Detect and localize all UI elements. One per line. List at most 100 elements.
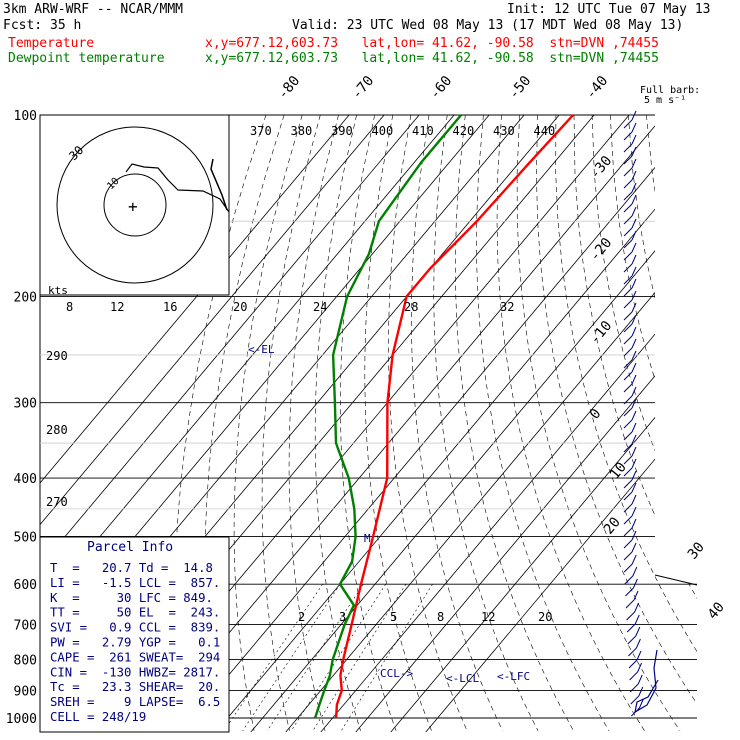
theta-low-label: 290: [46, 349, 68, 363]
isotherm-label: -70: [349, 73, 378, 103]
wind-barb: [623, 143, 633, 153]
isotherm-line: [390, 115, 697, 732]
wind-barb-feather: [631, 242, 637, 253]
theta-label: 410: [412, 124, 434, 138]
hodo-speed-label: 28: [404, 300, 418, 314]
wind-barb: [623, 359, 633, 369]
mixing-ratio-label: 2: [298, 610, 305, 624]
wind-barb-feather: [631, 422, 637, 433]
wind-barb: [623, 347, 633, 357]
barb-legend-title: Full barb:: [640, 85, 701, 96]
parcel-info-row: T = 20.7 Td = 14.8: [50, 561, 213, 575]
wind-barb: [623, 167, 633, 177]
wind-barb: [628, 659, 638, 669]
theta-label: 420: [453, 124, 475, 138]
pressure-tick-label: 100: [14, 109, 37, 124]
wind-barb: [623, 299, 633, 309]
wind-barb: [626, 611, 635, 621]
isotherm-label: 0: [587, 406, 605, 423]
isotherm-line: [40, 115, 385, 732]
isotherm-line: [40, 115, 455, 732]
wind-barb-feather: [631, 386, 637, 397]
wind-barb: [623, 215, 633, 225]
wind-barb: [629, 671, 638, 681]
lfc-m-marker: M: [364, 532, 371, 545]
theta-label: 430: [493, 124, 515, 138]
wind-barb-feather: [631, 254, 637, 265]
wind-barb-feather: [631, 134, 637, 145]
wind-barb: [623, 407, 633, 417]
valid-time: Valid: 23 UTC Wed 08 May 13 (17 MDT Wed …: [292, 18, 684, 33]
wind-barb-feather: [634, 602, 640, 613]
theta-label: 440: [534, 124, 556, 138]
wind-barb: [623, 479, 633, 489]
dry-adiabat-line: [340, 115, 397, 731]
dewpoint-line: [313, 114, 463, 719]
isotherm-label: -60: [427, 73, 456, 103]
temperature-location: x,y=677.12,603.73 lat,lon= 41.62, -90.58…: [205, 36, 659, 51]
theta-low-label: 280: [46, 423, 68, 437]
isotherm-label: -20: [587, 235, 616, 265]
isotherm-line: [145, 115, 665, 732]
wind-barb-feather: [637, 662, 643, 673]
parcel-info-row: SVI = 0.9 CCL = 839.: [50, 621, 220, 635]
wind-barb-feather: [631, 542, 637, 553]
dry-adiabat-line: [261, 115, 321, 731]
wind-barb-feather: [631, 110, 637, 121]
pressure-tick-label: 1000: [6, 712, 37, 727]
dry-adiabat-line: [364, 115, 432, 731]
model-title: 3km ARW-WRF -- NCAR/MMM: [3, 2, 184, 17]
wind-barb: [623, 383, 633, 393]
hodograph-center-marker: +: [128, 197, 138, 216]
ccl-marker: CCL->: [380, 667, 413, 680]
wind-barb-feather: [637, 674, 643, 685]
wind-barb-feather: [631, 518, 637, 529]
wind-barbs: [623, 110, 659, 717]
isotherm-line: [320, 115, 697, 732]
wind-barb: [623, 155, 633, 165]
pressure-tick-label: 500: [14, 530, 37, 545]
dry-adiabat-line: [555, 115, 697, 731]
theta-low-label: 270: [46, 495, 68, 509]
isotherm-line: [180, 115, 697, 732]
wind-barb: [623, 311, 633, 321]
wind-barb: [625, 599, 635, 609]
wind-barb: [623, 263, 633, 273]
wind-barb: [624, 575, 634, 585]
wind-barb-feather: [631, 266, 637, 277]
hodograph: + 30 10 kts: [39, 114, 230, 297]
level-annotations: <-EL M CCL-> <-LCL <-LFC: [248, 343, 530, 685]
parcel-info-row: SREH = 9 LAPSE= 6.5: [50, 695, 220, 709]
wind-barb: [623, 251, 633, 261]
wind-barb-feather: [635, 626, 641, 637]
theta-label: 400: [372, 124, 394, 138]
wind-barb-feather: [631, 554, 637, 565]
dewpoint-legend-label: Dewpoint temperature: [8, 51, 165, 66]
hodo-speed-label: 12: [110, 300, 124, 314]
wind-barb-feather: [638, 686, 644, 697]
mixing-ratio-line: [242, 584, 341, 731]
theta-label: 390: [331, 124, 353, 138]
isotherm-line: [355, 115, 697, 732]
hodograph-ring-inner: [103, 173, 167, 237]
wind-barb-feather: [631, 194, 637, 205]
temperature-legend-label: Temperature: [8, 36, 95, 51]
pressure-tick-label: 800: [14, 654, 37, 669]
forecast-label: Fcst:: [3, 18, 43, 33]
parcel-info-row: CIN = -130 HWBZ= 2817.: [50, 665, 220, 679]
pressure-tick-label: 600: [14, 578, 37, 593]
parcel-info-row: K = 30 LFC = 849.: [50, 591, 213, 605]
mixing-ratio-label: 5: [390, 610, 397, 624]
hodo-speed-label: 8: [66, 300, 73, 314]
wind-barb: [630, 695, 640, 705]
wind-barb: [623, 527, 633, 537]
lfc-marker: <-LFC: [497, 670, 530, 683]
hodo-speed-label: 32: [500, 300, 514, 314]
dry-adiabat-line: [646, 115, 697, 732]
wind-barb: [623, 275, 633, 285]
dry-adiabat-line: [455, 115, 574, 731]
dry-adiabat-line: [314, 115, 361, 731]
dewpoint-location: x,y=677.12,603.73 lat,lon= 41.62, -90.58…: [205, 51, 659, 66]
isotherm-label: 10: [607, 459, 630, 482]
